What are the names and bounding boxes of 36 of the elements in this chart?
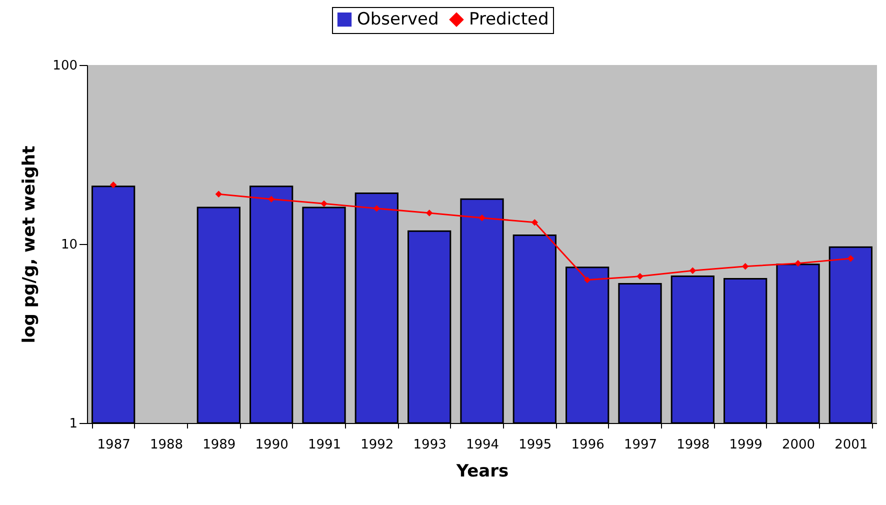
point xyxy=(531,219,538,226)
y-tick-label: 1 xyxy=(69,416,78,432)
point xyxy=(794,260,802,267)
point xyxy=(268,196,275,203)
x-tick-label: 1993 xyxy=(413,438,446,452)
legend-label: Observed xyxy=(357,10,439,30)
x-tick-label: 1991 xyxy=(308,438,342,452)
x-tick-label: 1988 xyxy=(150,438,184,452)
x-tick-label: 2001 xyxy=(834,438,868,452)
x-tick-label: 1996 xyxy=(571,438,604,452)
point xyxy=(110,182,117,188)
point xyxy=(373,205,380,212)
x-tick-label: 1998 xyxy=(676,438,710,452)
x-tick-label: 1994 xyxy=(466,438,500,452)
y-tick-label: 10 xyxy=(60,238,78,252)
x-tick-label: 1987 xyxy=(97,438,130,452)
y-tick-label: 100 xyxy=(52,58,78,74)
point xyxy=(426,210,433,216)
x-tick-label: 1997 xyxy=(624,438,658,452)
point xyxy=(215,190,222,198)
point xyxy=(320,200,328,208)
x-tick-label: 1989 xyxy=(202,438,236,452)
y-axis-title: log pg/g, wet weight xyxy=(20,146,40,344)
point xyxy=(847,255,854,262)
point xyxy=(478,214,486,222)
x-tick-label: 1999 xyxy=(729,438,762,452)
x-tick-label: 1990 xyxy=(255,438,288,452)
point xyxy=(689,267,696,274)
point xyxy=(636,272,644,280)
point xyxy=(742,263,749,270)
x-axis-title: Years xyxy=(455,462,509,482)
legend-label: Predicted xyxy=(469,10,549,30)
x-tick-label: 1992 xyxy=(360,438,394,452)
x-tick-label: 1995 xyxy=(518,438,552,452)
point xyxy=(584,276,591,284)
x-tick-label: 2000 xyxy=(782,438,816,452)
